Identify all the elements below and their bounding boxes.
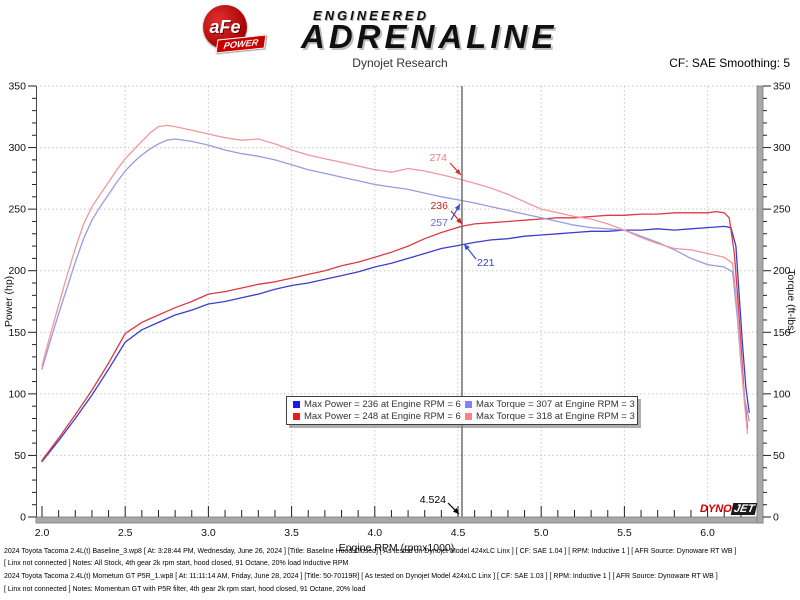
dynojet-logo: DYNOJET bbox=[700, 503, 758, 515]
y-tick-label-right: 200 bbox=[773, 265, 791, 277]
dynojet-logo-dyno: DYNO bbox=[700, 503, 732, 515]
legend-label: Max Power = 236 at Engine RPM = 6 bbox=[304, 399, 461, 410]
run-info-footer: 2024 Toyota Tacoma 2.4L(t) Baseline_3.wp… bbox=[4, 546, 798, 596]
legend-label: Max Power = 248 at Engine RPM = 6 bbox=[304, 411, 461, 422]
run2-info-line: 2024 Toyota Tacoma 2.4L(t) Mometum GT P5… bbox=[4, 573, 718, 581]
annotation-label-221: 221 bbox=[477, 257, 495, 269]
curve-baseline-power bbox=[41, 225, 750, 463]
legend-item-momentum-torque: Max Torque = 318 at Engine RPM = 3 bbox=[465, 411, 635, 422]
y-tick-label-right: 350 bbox=[773, 81, 791, 93]
x-tick-label: 4.5 bbox=[451, 527, 466, 539]
y-axis-right-bar bbox=[756, 85, 764, 524]
y-tick-label-right: 250 bbox=[773, 204, 791, 216]
annotation-label-236: 236 bbox=[430, 200, 448, 212]
legend-swatch-red bbox=[293, 413, 300, 420]
run1-notes-line: [ Linx not connected ] Notes: All Stock,… bbox=[4, 560, 349, 568]
y-tick-label-left: 250 bbox=[8, 204, 26, 216]
annotation-arrowhead bbox=[464, 244, 470, 251]
curve-momentum-power bbox=[41, 210, 749, 462]
y-tick-label-left: 50 bbox=[14, 450, 26, 462]
run1-info-line: 2024 Toyota Tacoma 2.4L(t) Baseline_3.wp… bbox=[4, 548, 737, 555]
curve-momentum-torque bbox=[41, 124, 749, 434]
logo-adrenaline-text: ADRENALINE bbox=[301, 18, 558, 55]
annotation-arrowhead bbox=[456, 217, 462, 224]
annotation-arrowhead bbox=[455, 168, 461, 175]
y-tick-label-left: 350 bbox=[8, 81, 26, 93]
legend-item-baseline-power: Max Power = 236 at Engine RPM = 6 bbox=[293, 399, 465, 410]
x-tick-label: 2.5 bbox=[118, 527, 133, 539]
afe-power-logo: aFe POWER ENGINEERED ADRENALINE bbox=[195, 3, 605, 55]
legend-swatch-lightblue bbox=[465, 401, 472, 408]
y-tick-label-left: 200 bbox=[8, 265, 26, 277]
y-tick-label-left: 0 bbox=[20, 512, 26, 524]
y-axis-label-left: Power (hp) bbox=[3, 276, 15, 327]
y-tick-label-left: 300 bbox=[8, 142, 26, 154]
smoothing-label: CF: SAE Smoothing: 5 bbox=[669, 56, 790, 70]
x-axis-bar bbox=[35, 516, 764, 524]
page-title: Dynojet Research bbox=[352, 56, 448, 70]
x-tick-label: 3.0 bbox=[201, 527, 216, 539]
y-tick-label-right: 50 bbox=[773, 450, 785, 462]
x-tick-label: 5.5 bbox=[617, 527, 632, 539]
curve-baseline-torque bbox=[41, 138, 750, 422]
annotation-arrowhead bbox=[454, 204, 460, 211]
x-axis-label: Engine RPM (rpmx1000) bbox=[339, 542, 455, 554]
logo-engineered-text: ENGINEERED bbox=[313, 8, 429, 23]
legend-label: Max Torque = 307 at Engine RPM = 3 bbox=[476, 399, 635, 410]
legend-swatch-pink bbox=[465, 413, 472, 420]
legend-label: Max Torque = 318 at Engine RPM = 3 bbox=[476, 411, 635, 422]
y-tick-label-left: 150 bbox=[8, 327, 26, 339]
annotation-label-274: 274 bbox=[429, 152, 447, 164]
x-tick-label: 4.0 bbox=[367, 527, 382, 539]
annotation-arrowhead bbox=[452, 507, 459, 514]
y-tick-label-right: 0 bbox=[773, 512, 779, 524]
legend-item-momentum-power: Max Power = 248 at Engine RPM = 6 bbox=[293, 411, 465, 422]
y-tick-label-right: 300 bbox=[773, 142, 791, 154]
annotation-label-4.524: 4.524 bbox=[420, 494, 446, 506]
legend-swatch-blue bbox=[293, 401, 300, 408]
legend-box: Max Power = 236 at Engine RPM = 6 Max To… bbox=[286, 396, 638, 425]
x-tick-label: 5.0 bbox=[534, 527, 549, 539]
y-tick-label-right: 100 bbox=[773, 388, 791, 400]
y-axis-label-right: Torque (ft-lbs) bbox=[785, 269, 797, 334]
annotation-label-257: 257 bbox=[430, 217, 448, 229]
run2-notes-line: [ Linx not connected ] Notes: Momentum G… bbox=[4, 585, 366, 593]
afe-badge-text: aFe bbox=[209, 16, 241, 37]
dynojet-logo-jet: JET bbox=[730, 503, 758, 515]
y-tick-label-right: 150 bbox=[773, 327, 791, 339]
x-tick-label: 2.0 bbox=[35, 527, 50, 539]
x-tick-label: 3.5 bbox=[284, 527, 299, 539]
legend-item-baseline-torque: Max Torque = 307 at Engine RPM = 3 bbox=[465, 399, 635, 410]
x-tick-label: 6.0 bbox=[700, 527, 715, 539]
y-tick-label-left: 100 bbox=[8, 388, 26, 400]
